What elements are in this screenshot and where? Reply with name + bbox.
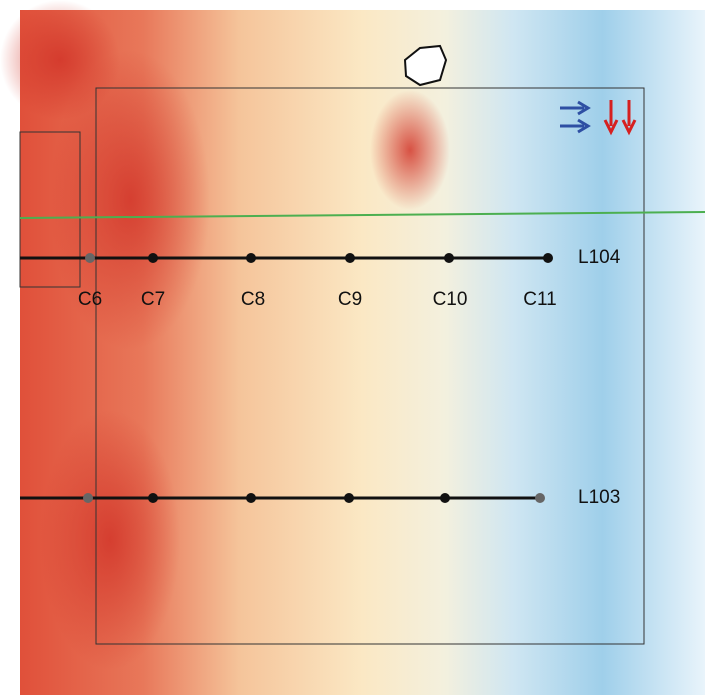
station-label: C10: [433, 289, 468, 310]
station: [345, 253, 355, 263]
station: [148, 493, 158, 503]
station-label: C7: [141, 289, 165, 310]
station: [246, 253, 256, 263]
station: [535, 493, 545, 503]
red-zone: [0, 0, 120, 120]
station: [246, 493, 256, 503]
station: [148, 253, 158, 263]
profile-label: L104: [578, 247, 621, 268]
station-label: C6: [78, 289, 102, 310]
profile-label: L103: [578, 487, 620, 508]
station-label: C9: [338, 289, 362, 310]
station: [85, 253, 95, 263]
station-label: C8: [241, 289, 265, 310]
station: [344, 493, 354, 503]
station: [440, 493, 450, 503]
station: [543, 253, 553, 263]
station: [83, 493, 93, 503]
red-zone: [370, 90, 450, 210]
station: [444, 253, 454, 263]
station-label: C11: [523, 289, 556, 310]
map: L104 C6 C7 C8 C9 C10 C11 L103: [0, 0, 705, 695]
red-zone: [40, 410, 180, 670]
